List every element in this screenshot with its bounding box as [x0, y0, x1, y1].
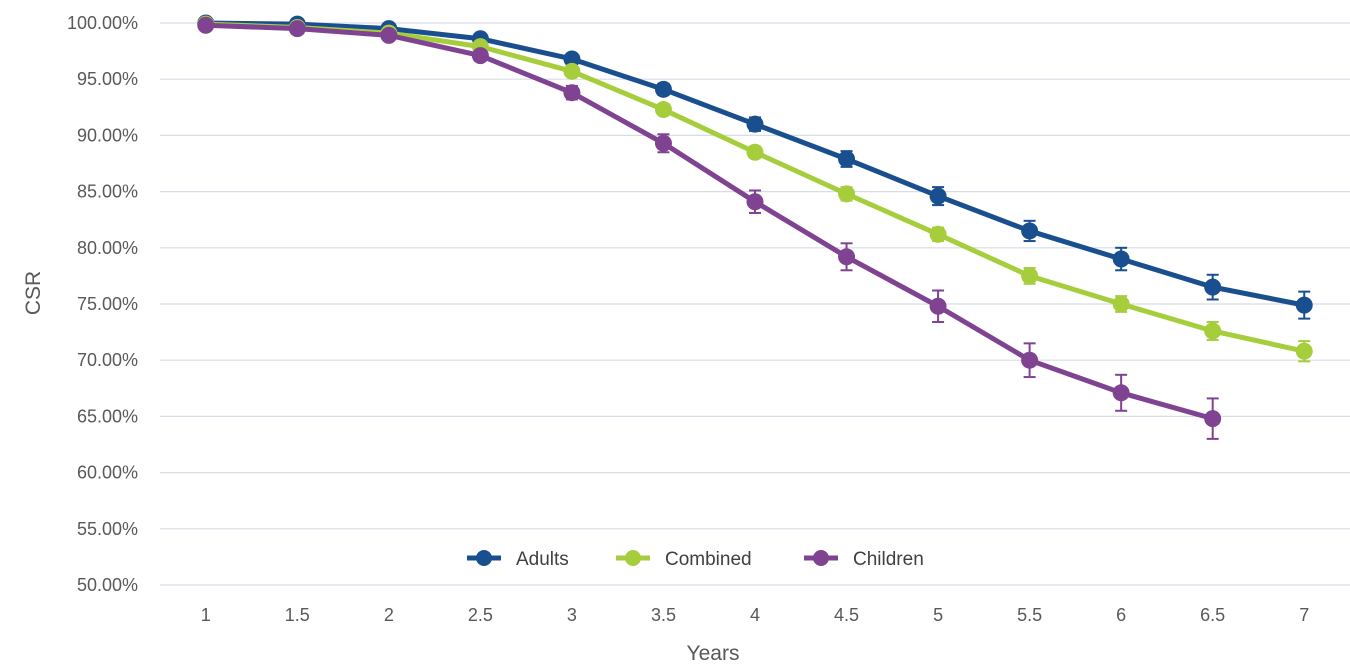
- data-point: [1021, 267, 1039, 285]
- legend-marker: [625, 550, 641, 566]
- data-point: [838, 248, 856, 266]
- data-point: [929, 297, 947, 315]
- data-point: [1204, 278, 1222, 296]
- data-point: [746, 193, 764, 211]
- x-tick-label: 3.5: [651, 605, 676, 625]
- data-point: [563, 84, 581, 102]
- data-point: [471, 47, 489, 65]
- x-tick-label: 6.5: [1200, 605, 1225, 625]
- legend-label: Children: [853, 549, 924, 570]
- data-point: [563, 62, 581, 80]
- legend-item-combined: Combined: [616, 549, 752, 570]
- x-axis: 1 1.5 2 2.5 3 3.5 4 4.5 5 5.5 6 6.5 7: [201, 605, 1309, 625]
- legend-label: Adults: [516, 549, 569, 570]
- data-point: [838, 185, 856, 203]
- x-tick-label: 1: [201, 605, 211, 625]
- series-children: [197, 16, 1222, 440]
- legend-item-children: Children: [804, 549, 924, 570]
- y-tick-label: 60.00%: [77, 463, 138, 483]
- data-point: [1021, 222, 1039, 240]
- legend: Adults Combined Children: [467, 549, 924, 570]
- x-tick-label: 6: [1116, 605, 1126, 625]
- series-combined: [197, 15, 1313, 363]
- data-point: [1295, 296, 1313, 314]
- y-tick-label: 65.00%: [77, 406, 138, 426]
- data-point: [838, 150, 856, 168]
- y-tick-label: 85.00%: [77, 182, 138, 202]
- data-point: [654, 101, 672, 119]
- data-point: [746, 143, 764, 161]
- data-point: [1204, 322, 1222, 340]
- legend-marker: [813, 550, 829, 566]
- data-point: [654, 80, 672, 98]
- data-point: [288, 20, 306, 38]
- data-point: [1204, 410, 1222, 428]
- data-point: [1112, 384, 1130, 402]
- x-tick-label: 7: [1299, 605, 1309, 625]
- data-point: [1295, 342, 1313, 360]
- data-point: [929, 225, 947, 243]
- data-point: [1112, 295, 1130, 313]
- x-tick-label: 2.5: [468, 605, 493, 625]
- series-line: [205, 21, 1305, 354]
- x-tick-label: 4: [750, 605, 760, 625]
- legend-label: Combined: [665, 549, 752, 570]
- series-adults: [197, 14, 1313, 320]
- y-tick-label: 55.00%: [77, 519, 138, 539]
- y-tick-label: 95.00%: [77, 69, 138, 89]
- data-point: [563, 50, 581, 68]
- y-tick-label: 90.00%: [77, 125, 138, 145]
- y-axis-title: CSR: [22, 271, 45, 315]
- legend-marker: [476, 550, 492, 566]
- x-tick-label: 5.5: [1017, 605, 1042, 625]
- series-line: [205, 22, 1214, 422]
- x-tick-label: 4.5: [834, 605, 859, 625]
- y-tick-label: 100.00%: [67, 13, 138, 33]
- x-tick-label: 5: [933, 605, 943, 625]
- gridlines: [160, 22, 1350, 586]
- data-point: [746, 115, 764, 133]
- data-point: [1112, 250, 1130, 268]
- series-group: [197, 14, 1313, 440]
- y-tick-label: 50.00%: [77, 575, 138, 595]
- data-point: [1021, 351, 1039, 369]
- x-tick-label: 1.5: [285, 605, 310, 625]
- data-point: [654, 134, 672, 152]
- data-point: [197, 16, 215, 34]
- y-tick-label: 70.00%: [77, 350, 138, 370]
- x-axis-title: Years: [687, 642, 740, 664]
- x-tick-label: 3: [567, 605, 577, 625]
- y-tick-label: 75.00%: [77, 294, 138, 314]
- y-axis: 50.00% 55.00% 60.00% 65.00% 70.00% 75.00% 80.0…: [67, 13, 138, 595]
- data-point: [380, 26, 398, 44]
- data-point: [929, 187, 947, 205]
- series-line: [205, 20, 1305, 308]
- y-tick-label: 80.00%: [77, 238, 138, 258]
- x-tick-label: 2: [384, 605, 394, 625]
- legend-item-adults: Adults: [467, 549, 569, 570]
